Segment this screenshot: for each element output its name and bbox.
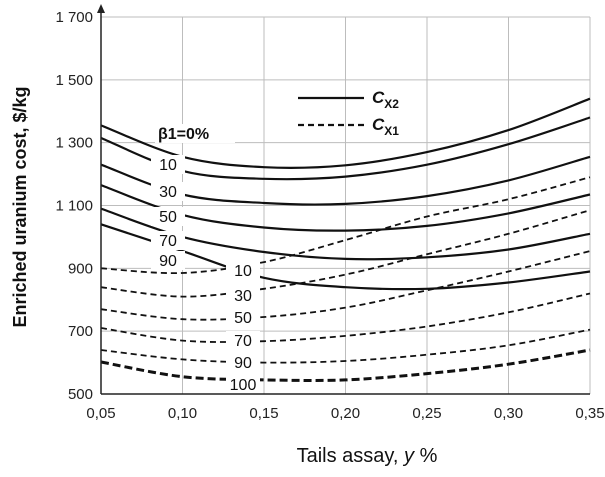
curve-label-cx1-50: 50	[234, 310, 252, 327]
curve-label-cx2-30: 30	[159, 184, 177, 201]
y-axis-arrow	[97, 4, 105, 13]
curve-label-cx2-50: 50	[159, 209, 177, 226]
curve-label-cx1-100: 100	[230, 377, 257, 394]
curve-label-background	[226, 331, 260, 350]
curve-label-cx2-70: 70	[159, 233, 177, 250]
curve-label-background	[155, 124, 235, 143]
series-line-cx1-12	[100, 348, 591, 382]
curve-label-cx1-90: 90	[234, 355, 252, 372]
series-line-cx1-10	[100, 292, 591, 343]
y-tick-label: 1 700	[55, 9, 93, 26]
x-tick-label: 0,05	[86, 405, 115, 422]
curve-label-background	[151, 155, 185, 174]
curve-label-cx2-90: 90	[159, 253, 177, 270]
legend-entry-x2: CX2	[372, 88, 399, 111]
y-tick-label: 1 100	[55, 198, 93, 215]
x-axis-title: Tails assay, y %	[297, 445, 438, 467]
x-tick-label: 0,25	[412, 405, 441, 422]
x-tick-label: 0,30	[494, 405, 523, 422]
series-line-cx1-9	[100, 250, 591, 321]
curve-label-background	[226, 286, 260, 305]
y-axis-title: Enriched uranium cost, $/kg	[10, 86, 30, 327]
x-tick-label: 0,15	[249, 405, 278, 422]
curve-label-cx1-30: 30	[234, 288, 252, 305]
axes	[97, 4, 590, 395]
tick-labels: 0,05 0,10 0,15 0,20 0,25 0,30 0,35 500 700 900 1 1…	[55, 9, 604, 422]
curve-label-cx2-10: β1=0%	[158, 126, 209, 143]
grid	[100, 16, 591, 395]
curve-label-background	[151, 182, 185, 201]
curve-label-background	[151, 207, 185, 226]
y-tick-label: 700	[68, 323, 93, 340]
y-tick-label: 900	[68, 260, 93, 277]
legend-entry-x1: CX1	[372, 115, 399, 138]
curve-label-cx2-10: 10	[159, 157, 177, 174]
curve-label-background	[151, 251, 185, 270]
series-line-cx1-8	[100, 209, 591, 298]
curve-label-background	[226, 308, 260, 327]
series-line-cx1-7	[100, 176, 591, 275]
curve-label-background	[226, 261, 260, 280]
x-tick-label: 0,10	[168, 405, 197, 422]
x-tick-label: 0,20	[331, 405, 360, 422]
x-tick-label: 0,35	[575, 405, 604, 422]
y-tick-label: 1 500	[55, 72, 93, 89]
curve-label-background	[226, 375, 260, 394]
curve-labels: β1=0% 10 30 50 70 90 10 30 50 70 90 100	[151, 124, 260, 394]
series-line-cx1-11	[100, 328, 591, 364]
y-tick-label: 1 300	[55, 135, 93, 152]
curve-label-cx1-70: 70	[234, 333, 252, 350]
curve-label-cx1-10: 10	[234, 263, 252, 280]
curve-label-background	[151, 231, 185, 250]
y-tick-label: 500	[68, 386, 93, 403]
curve-label-background	[226, 353, 260, 372]
